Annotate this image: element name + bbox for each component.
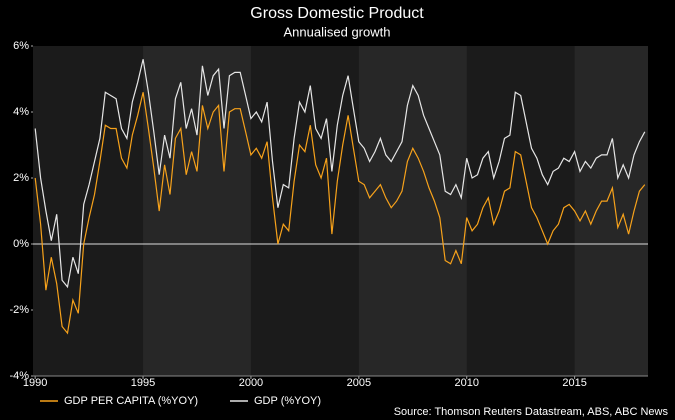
chart-title: Gross Domestic Product xyxy=(250,5,424,22)
band xyxy=(358,46,467,376)
y-tick-label: 2% xyxy=(13,172,29,184)
series-line xyxy=(34,59,646,289)
band xyxy=(143,46,251,376)
y-tick-label: 4% xyxy=(13,106,29,118)
x-tick-label: 2010 xyxy=(454,377,478,389)
chart-subtitle: Annualised growth xyxy=(284,24,391,39)
legend-label: GDP PER CAPITA (%YOY) xyxy=(64,395,198,407)
x-tick-label: 2015 xyxy=(562,377,586,389)
x-tick-label: 1990 xyxy=(23,377,47,389)
y-tick-label: -4% xyxy=(9,370,29,382)
y-tick-label: 0% xyxy=(13,238,29,250)
x-tick-label: 2000 xyxy=(239,377,263,389)
plot-area xyxy=(33,46,648,376)
legend-label: GDP (%YOY) xyxy=(254,395,321,407)
x-tick-label: 2005 xyxy=(347,377,371,389)
x-tick-label: 1995 xyxy=(131,377,155,389)
band xyxy=(574,46,648,376)
source: Source: Thomson Reuters Datastream, ABS,… xyxy=(394,406,669,418)
y-tick-label: 6% xyxy=(13,40,29,52)
series-line xyxy=(34,92,646,335)
y-tick-label: -2% xyxy=(9,304,29,316)
